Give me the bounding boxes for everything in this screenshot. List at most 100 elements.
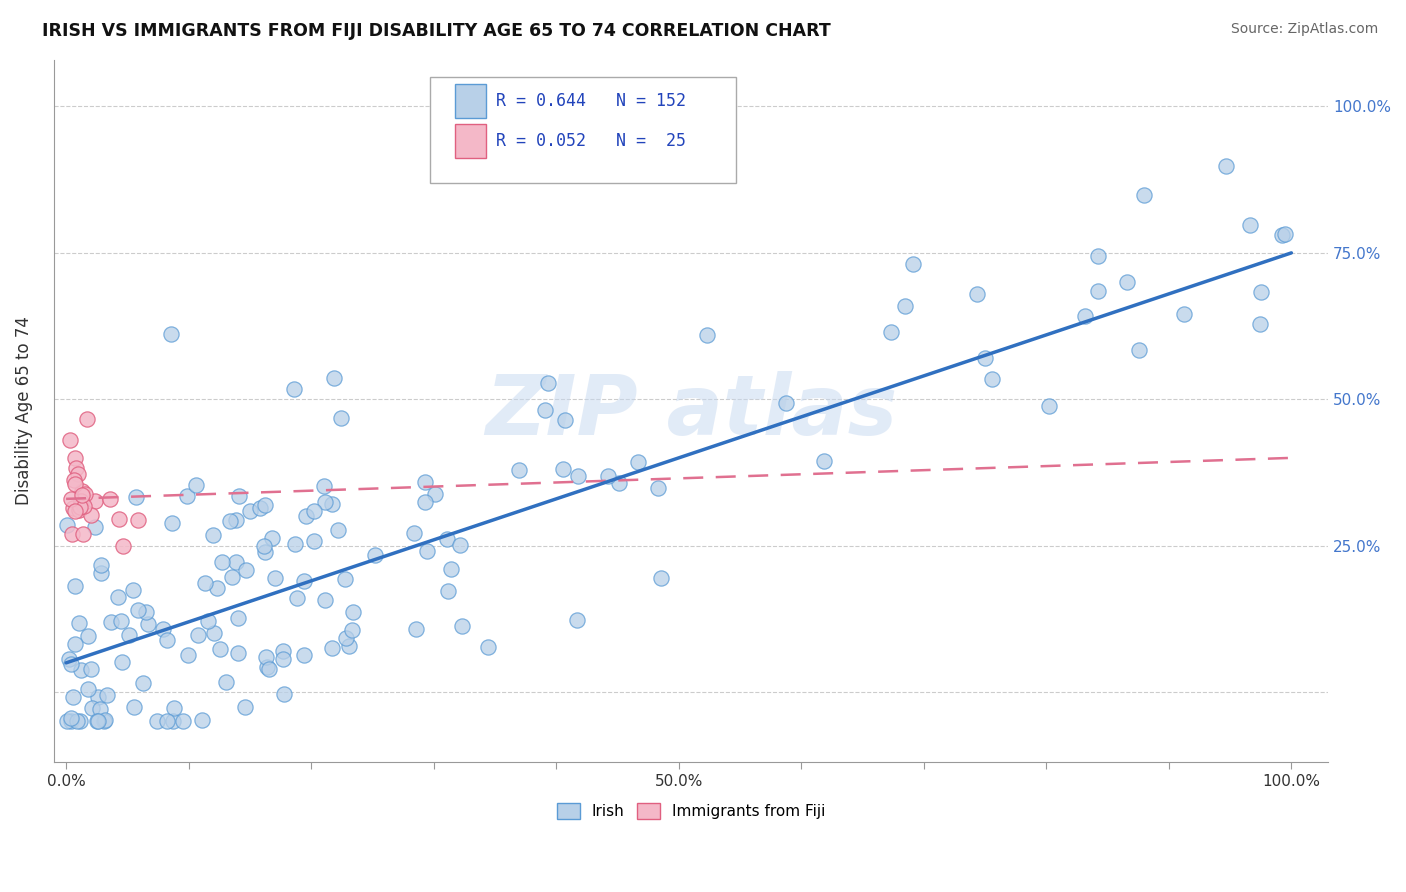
Point <box>59 491 82 506</box>
Point <box>292 648 315 662</box>
Point <box>202 626 225 640</box>
Point <box>322 371 344 385</box>
Point <box>254 498 277 512</box>
Point <box>111 539 134 553</box>
Point <box>1133 188 1156 202</box>
Point <box>62 690 84 705</box>
Point <box>136 616 159 631</box>
Point <box>163 701 186 715</box>
Point <box>1271 227 1294 242</box>
Point <box>449 538 471 552</box>
Point <box>67 615 90 630</box>
Point <box>228 611 250 625</box>
Point <box>73 500 96 514</box>
Point <box>228 489 250 503</box>
Point <box>321 640 343 655</box>
Point <box>974 351 997 366</box>
Point <box>190 713 212 727</box>
Point <box>184 478 207 492</box>
Point <box>172 714 194 729</box>
Point <box>80 701 103 715</box>
Point <box>111 655 134 669</box>
Point <box>235 563 257 577</box>
FancyBboxPatch shape <box>456 84 486 118</box>
Point <box>314 479 336 493</box>
Point <box>70 484 93 499</box>
Point <box>966 287 988 301</box>
Point <box>901 257 924 271</box>
Point <box>127 513 149 527</box>
Point <box>342 605 364 619</box>
Point <box>62 474 84 488</box>
Point <box>66 714 89 729</box>
Point <box>90 566 112 580</box>
Point <box>647 481 669 495</box>
Point <box>135 605 157 619</box>
Point <box>226 646 249 660</box>
Point <box>340 624 363 638</box>
Point <box>162 714 184 729</box>
Point <box>60 711 83 725</box>
Point <box>193 576 215 591</box>
Point <box>159 327 181 342</box>
Point <box>425 487 447 501</box>
Point <box>292 574 315 588</box>
Point <box>211 555 233 569</box>
Point <box>273 688 295 702</box>
Point <box>302 504 325 518</box>
Point <box>254 650 277 665</box>
Point <box>554 413 576 427</box>
Point <box>537 376 560 391</box>
Point <box>125 491 148 505</box>
Point <box>285 591 308 605</box>
Point <box>650 571 672 585</box>
Point <box>451 618 474 632</box>
Text: R = 0.052   N =  25: R = 0.052 N = 25 <box>496 132 686 150</box>
Point <box>565 613 588 627</box>
Point <box>321 497 343 511</box>
Point <box>1249 318 1271 332</box>
Point <box>63 637 86 651</box>
Point <box>233 699 256 714</box>
Point <box>70 494 93 508</box>
Point <box>65 477 87 491</box>
Point <box>70 488 93 502</box>
Point <box>314 592 336 607</box>
Point <box>249 501 271 516</box>
Point <box>980 372 1002 386</box>
Point <box>405 622 427 636</box>
Point <box>304 533 326 548</box>
Point <box>108 512 131 526</box>
Point <box>162 516 184 530</box>
Point <box>221 570 243 584</box>
Point <box>60 657 83 672</box>
Point <box>333 572 356 586</box>
Point <box>413 495 436 509</box>
Point <box>197 614 219 628</box>
Point <box>880 325 903 339</box>
Point <box>152 622 174 636</box>
Point <box>107 591 129 605</box>
Point <box>775 396 797 410</box>
Point <box>567 468 589 483</box>
Point <box>262 531 284 545</box>
Point <box>84 519 107 533</box>
Point <box>263 571 285 585</box>
Point <box>436 532 458 546</box>
Point <box>271 652 294 666</box>
Point <box>100 615 122 629</box>
Point <box>87 714 110 729</box>
Point <box>76 412 98 426</box>
Point <box>284 537 307 551</box>
Y-axis label: Disability Age 65 to 74: Disability Age 65 to 74 <box>15 317 32 506</box>
Point <box>696 327 718 342</box>
Point <box>69 500 91 514</box>
Point <box>69 714 91 729</box>
Point <box>1116 275 1139 289</box>
Point <box>65 504 87 518</box>
Point <box>70 663 93 677</box>
Point <box>55 517 77 532</box>
Point <box>1239 218 1261 232</box>
Point <box>56 714 79 729</box>
Point <box>893 300 915 314</box>
